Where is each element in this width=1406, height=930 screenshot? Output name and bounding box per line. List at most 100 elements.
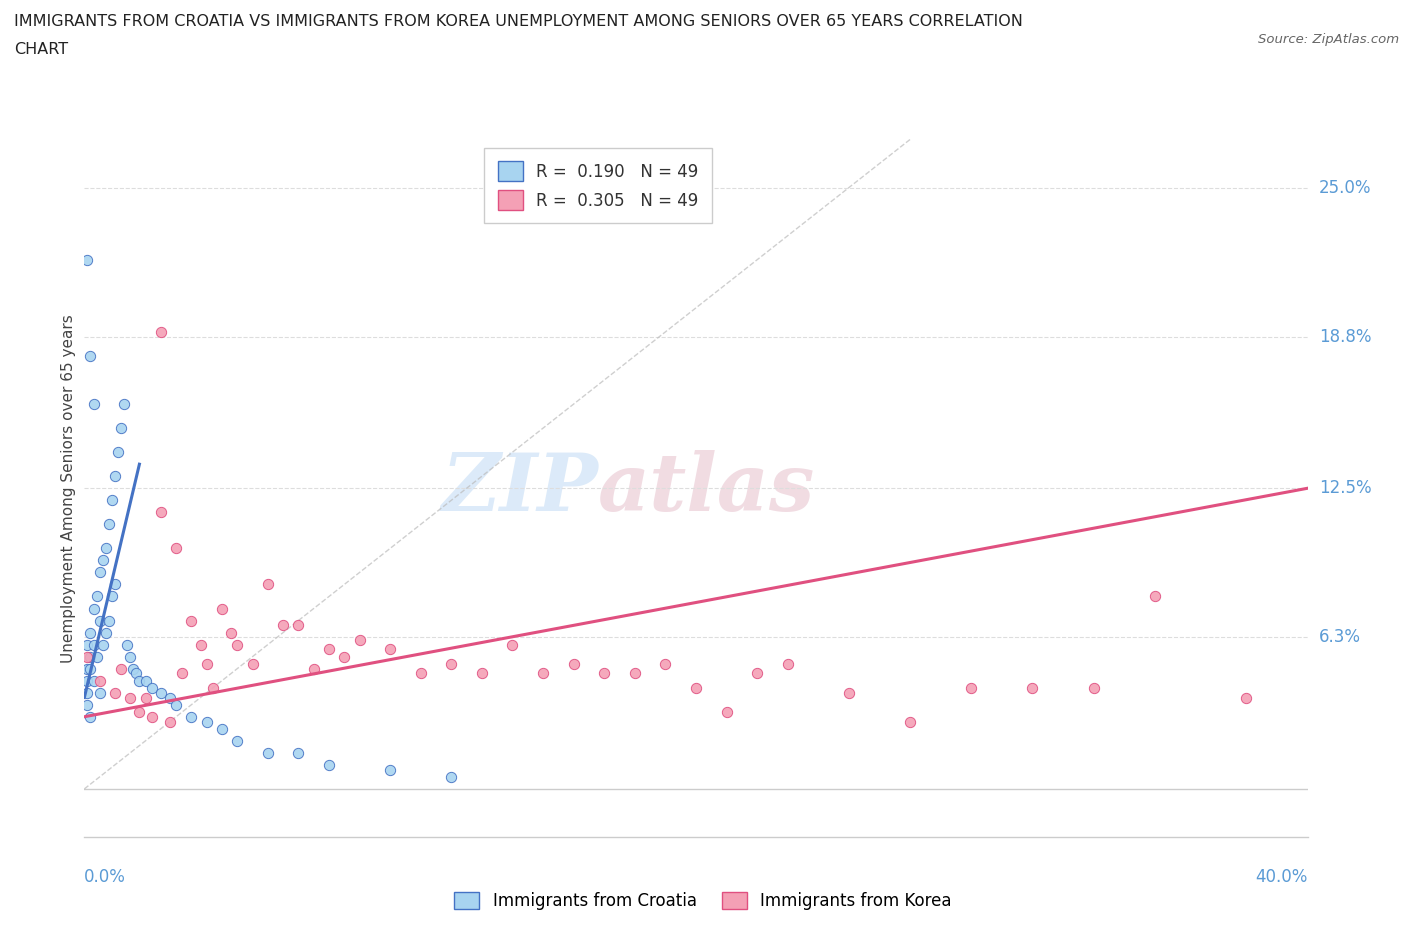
Point [112,396,135,411]
Legend: R =  0.190   N = 49, R =  0.305   N = 49: R = 0.190 N = 49, R = 0.305 N = 49 [485,148,711,223]
Point [141,681,163,696]
Point [1234,690,1257,705]
Point [76,685,98,700]
Point [101,589,124,604]
Point [135,690,157,705]
Point [349,632,371,647]
Point [195,657,218,671]
Point [83,601,105,616]
Point [211,722,233,737]
Point [380,763,402,777]
Point [219,625,242,640]
Text: 18.8%: 18.8% [1319,327,1371,346]
Text: 12.5%: 12.5% [1319,479,1371,498]
Point [76,649,98,664]
Point [593,666,616,681]
Point [83,637,105,652]
Text: atlas: atlas [598,449,815,527]
Point [79,661,101,676]
Point [110,661,132,676]
Point [79,349,101,364]
Point [122,661,145,676]
Point [83,673,105,688]
Point [180,613,202,628]
Point [101,493,124,508]
Point [104,577,127,591]
Point [149,685,172,700]
Point [271,618,294,632]
Point [128,705,150,720]
Point [257,577,280,591]
Text: IMMIGRANTS FROM CROATIA VS IMMIGRANTS FROM KOREA UNEMPLOYMENT AMONG SENIORS OVER: IMMIGRANTS FROM CROATIA VS IMMIGRANTS FR… [14,14,1024,29]
Point [172,666,194,681]
Point [86,649,108,664]
Point [440,769,463,784]
Point [79,625,101,640]
Point [76,673,98,688]
Point [120,649,142,664]
Point [120,690,142,705]
Point [440,657,463,671]
Point [91,637,114,652]
Point [195,714,218,729]
Point [149,505,172,520]
Point [76,698,98,712]
Point [409,666,432,681]
Point [107,445,129,459]
Point [89,565,111,580]
Point [141,710,163,724]
Point [165,541,187,556]
Point [180,710,202,724]
Text: CHART: CHART [14,42,67,57]
Point [380,642,402,657]
Point [685,681,707,696]
Text: 0.0%: 0.0% [84,868,127,885]
Point [1143,589,1166,604]
Point [86,589,108,604]
Y-axis label: Unemployment Among Seniors over 65 years: Unemployment Among Seniors over 65 years [60,314,76,662]
Point [97,613,120,628]
Point [960,681,983,696]
Point [776,657,799,671]
Legend: Immigrants from Croatia, Immigrants from Korea: Immigrants from Croatia, Immigrants from… [447,885,959,917]
Point [79,649,101,664]
Point [211,601,233,616]
Point [898,714,921,729]
Text: 6.3%: 6.3% [1319,629,1361,646]
Point [226,637,249,652]
Point [89,673,111,688]
Point [318,642,340,657]
Point [76,637,98,652]
Point [190,637,212,652]
Point [91,553,114,568]
Point [94,625,117,640]
Point [624,666,647,681]
Point [159,714,181,729]
Point [257,745,280,760]
Point [125,666,148,681]
Point [1083,681,1105,696]
Point [201,681,224,696]
Point [94,541,117,556]
Point [110,420,132,435]
Point [115,637,138,652]
Point [838,685,860,700]
Point [165,698,187,712]
Text: 25.0%: 25.0% [1319,179,1371,196]
Point [89,613,111,628]
Point [562,657,585,671]
Point [287,745,309,760]
Point [226,734,249,749]
Point [135,673,157,688]
Point [97,517,120,532]
Point [83,396,105,411]
Text: ZIP: ZIP [441,449,598,527]
Point [1021,681,1043,696]
Point [654,657,676,671]
Point [302,661,325,676]
Point [159,690,181,705]
Point [149,325,172,339]
Point [104,685,127,700]
Point [333,649,356,664]
Point [79,710,101,724]
